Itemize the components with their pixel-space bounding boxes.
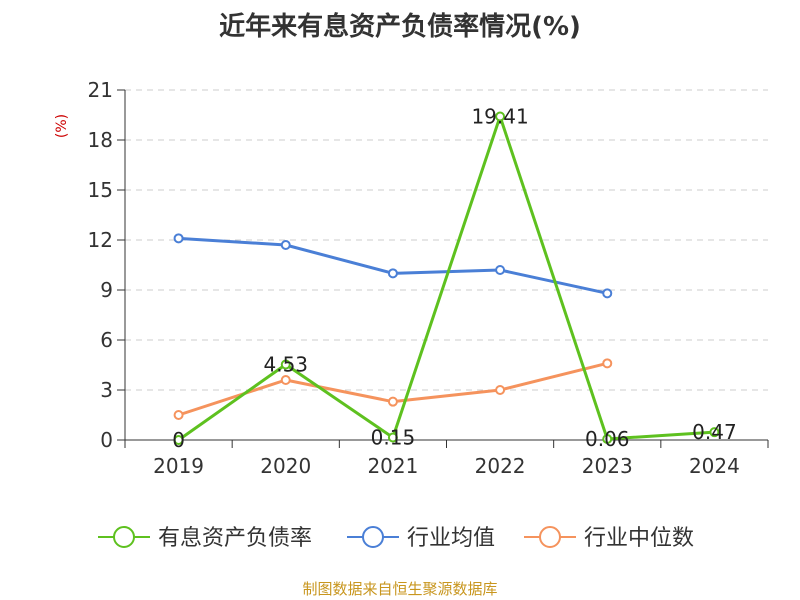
series-line-0	[177, 115, 715, 442]
data-point-2	[173, 410, 184, 420]
data-label: 0.06	[585, 427, 630, 451]
data-label: 4.53	[263, 353, 308, 377]
data-label: 19.41	[471, 105, 528, 129]
axes: 0 3 6 9 12 15 18 21 2019 2020 2021 2022 2023 2024	[88, 78, 769, 478]
data-point-1	[387, 268, 398, 279]
data-point-1	[495, 265, 506, 275]
y-tick-label: 9	[100, 278, 113, 302]
legend-label: 行业中位数	[584, 526, 694, 551]
data-label: 0	[172, 428, 185, 452]
legend-label: 行业均值	[407, 526, 495, 551]
x-tick-label: 2024	[689, 454, 740, 478]
x-tick-label: 2020	[260, 454, 311, 478]
data-label: 0.47	[692, 420, 737, 444]
chart-title: 近年来有息资产负债率情况(%)	[219, 12, 581, 42]
data-point-0	[602, 434, 613, 444]
data-point-0	[173, 435, 184, 445]
legend: 有息资产负债率 行业均值 行业中位数	[98, 526, 694, 551]
legend-label: 有息资产负债率	[158, 526, 312, 551]
y-tick-label: 6	[100, 328, 113, 352]
data-point-0	[709, 427, 720, 438]
data-point-0	[495, 111, 506, 122]
source-note: 制图数据来自恒生聚源数据库	[302, 580, 498, 598]
legend-swatch-marker	[539, 526, 561, 548]
y-tick-label: 15	[88, 178, 113, 202]
y-tick-label: 12	[88, 228, 113, 252]
data-point-1	[173, 233, 184, 244]
series-lines	[173, 111, 720, 445]
legend-swatch-marker	[362, 526, 384, 548]
x-tick-label: 2023	[582, 454, 633, 478]
y-tick-label: 0	[100, 428, 113, 452]
x-tick-label: 2022	[475, 454, 526, 478]
data-label: 0.15	[371, 426, 416, 450]
data-point-1	[602, 288, 613, 299]
data-point-2	[280, 375, 291, 385]
legend-swatch-marker	[113, 526, 135, 548]
y-tick-label: 18	[88, 128, 113, 152]
data-point-2	[602, 358, 613, 369]
y-tick-label: 21	[88, 78, 113, 102]
y-tick-label: 3	[100, 378, 113, 402]
grid-lines	[125, 89, 768, 391]
data-point-1	[280, 240, 291, 250]
data-point-2	[495, 385, 506, 395]
data-point-0	[280, 359, 291, 370]
x-tick-label: 2019	[153, 454, 204, 478]
data-labels: 0 4.53 0.15 19.41 0.06 0.47	[172, 105, 736, 453]
y-axis-label: (%)	[54, 114, 70, 138]
data-point-0	[387, 432, 398, 443]
data-point-2	[387, 396, 398, 407]
series-line-2	[178, 361, 608, 417]
x-tick-label: 2021	[367, 454, 418, 478]
